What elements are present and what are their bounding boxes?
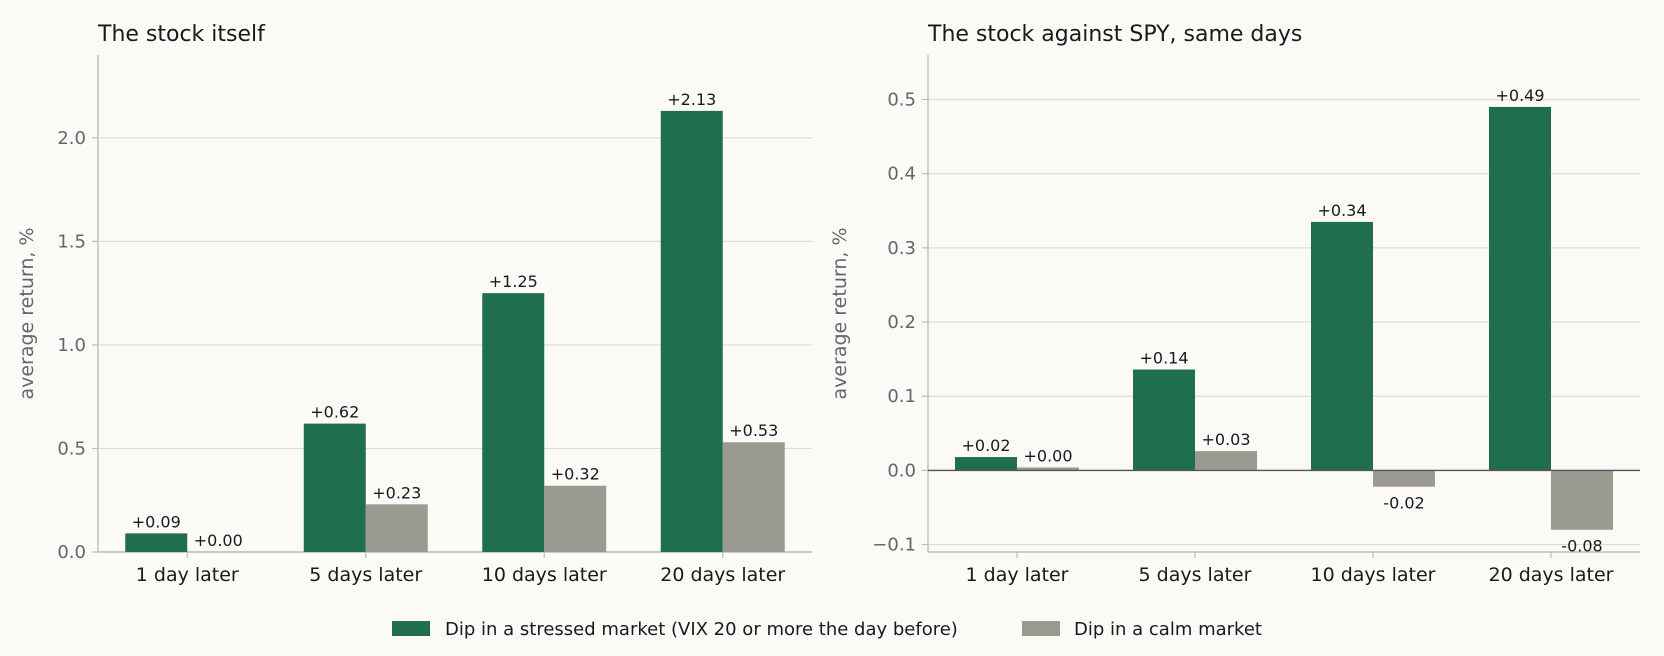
- data-label: +0.02: [961, 436, 1010, 455]
- data-label: +0.14: [1139, 349, 1188, 368]
- legend-swatch-calm: [1022, 621, 1060, 636]
- y-tick-label: 1.0: [57, 335, 86, 356]
- data-label: +1.25: [489, 272, 538, 291]
- data-label: +0.00: [1023, 446, 1072, 465]
- chart-title: The stock against SPY, same days: [927, 22, 1302, 47]
- bar-stressed-3: [482, 293, 545, 552]
- bar-stressed-4: [660, 110, 723, 552]
- y-tick-label: 2.0: [57, 128, 86, 149]
- data-label: +0.03: [1201, 430, 1250, 449]
- legend-swatch-stressed: [392, 621, 430, 636]
- y-tick-label: 1.5: [57, 231, 86, 252]
- x-tick-label: 5 days later: [309, 564, 422, 586]
- bar-stressed-3: [1311, 221, 1373, 471]
- bar-calm-2: [1195, 451, 1257, 471]
- data-label: +0.62: [310, 403, 359, 422]
- x-tick-label: 1 day later: [966, 564, 1069, 586]
- bar-stressed-1: [125, 533, 188, 552]
- data-label: -0.02: [1383, 494, 1424, 513]
- legend-label-stressed: Dip in a stressed market (VIX 20 or more…: [445, 619, 958, 640]
- legend-label-calm: Dip in a calm market: [1074, 619, 1262, 640]
- bar-calm-1: [1017, 467, 1079, 471]
- data-label: +0.09: [132, 512, 181, 531]
- y-tick-label: 0.1: [887, 386, 916, 407]
- bar-stressed-2: [1133, 369, 1195, 471]
- bar-calm-4: [1551, 470, 1613, 530]
- bar-calm-3: [1373, 470, 1435, 487]
- data-label: +0.32: [551, 465, 600, 484]
- x-tick-label: 10 days later: [482, 564, 607, 586]
- bar-calm-3: [544, 485, 607, 552]
- data-label: +0.00: [194, 531, 243, 550]
- y-tick-label: 0.0: [57, 542, 86, 563]
- bar-stressed-2: [303, 423, 366, 552]
- bar-calm-4: [722, 442, 785, 552]
- chart-panel-1: The stock itself 0.0 0.5 1.0 1.5 2.0 average r…: [16, 22, 812, 586]
- y-tick-label: −0.1: [872, 535, 916, 556]
- y-tick-label: 0.3: [887, 238, 916, 259]
- bar-calm-2: [365, 504, 428, 552]
- x-tick-label: 20 days later: [1489, 564, 1614, 586]
- data-label: +0.53: [729, 421, 778, 440]
- data-label: +2.13: [667, 90, 716, 109]
- chart-title: The stock itself: [97, 22, 266, 47]
- x-tick-label: 10 days later: [1311, 564, 1436, 586]
- legend: Dip in a stressed market (VIX 20 or more…: [392, 619, 1262, 640]
- data-label: +0.49: [1495, 86, 1544, 105]
- y-tick-label: 0.5: [57, 438, 86, 459]
- y-tick-label: 0.4: [887, 164, 916, 185]
- data-label: -0.08: [1561, 537, 1602, 556]
- y-axis-label: average return, %: [829, 227, 851, 399]
- y-axis-label: average return, %: [16, 227, 38, 399]
- bar-stressed-1: [955, 457, 1017, 471]
- bar-stressed-4: [1489, 106, 1551, 471]
- y-tick-label: 0.2: [887, 312, 916, 333]
- x-tick-label: 20 days later: [660, 564, 785, 586]
- x-tick-label: 1 day later: [136, 564, 239, 586]
- data-label: +0.23: [372, 483, 421, 502]
- y-tick-label: 0.5: [887, 90, 916, 111]
- x-tick-label: 5 days later: [1139, 564, 1252, 586]
- y-tick-label: 0.0: [887, 460, 916, 481]
- data-label: +0.34: [1317, 201, 1366, 220]
- chart-panel-2: The stock against SPY, same days −0.1 0.0 0…: [829, 22, 1640, 586]
